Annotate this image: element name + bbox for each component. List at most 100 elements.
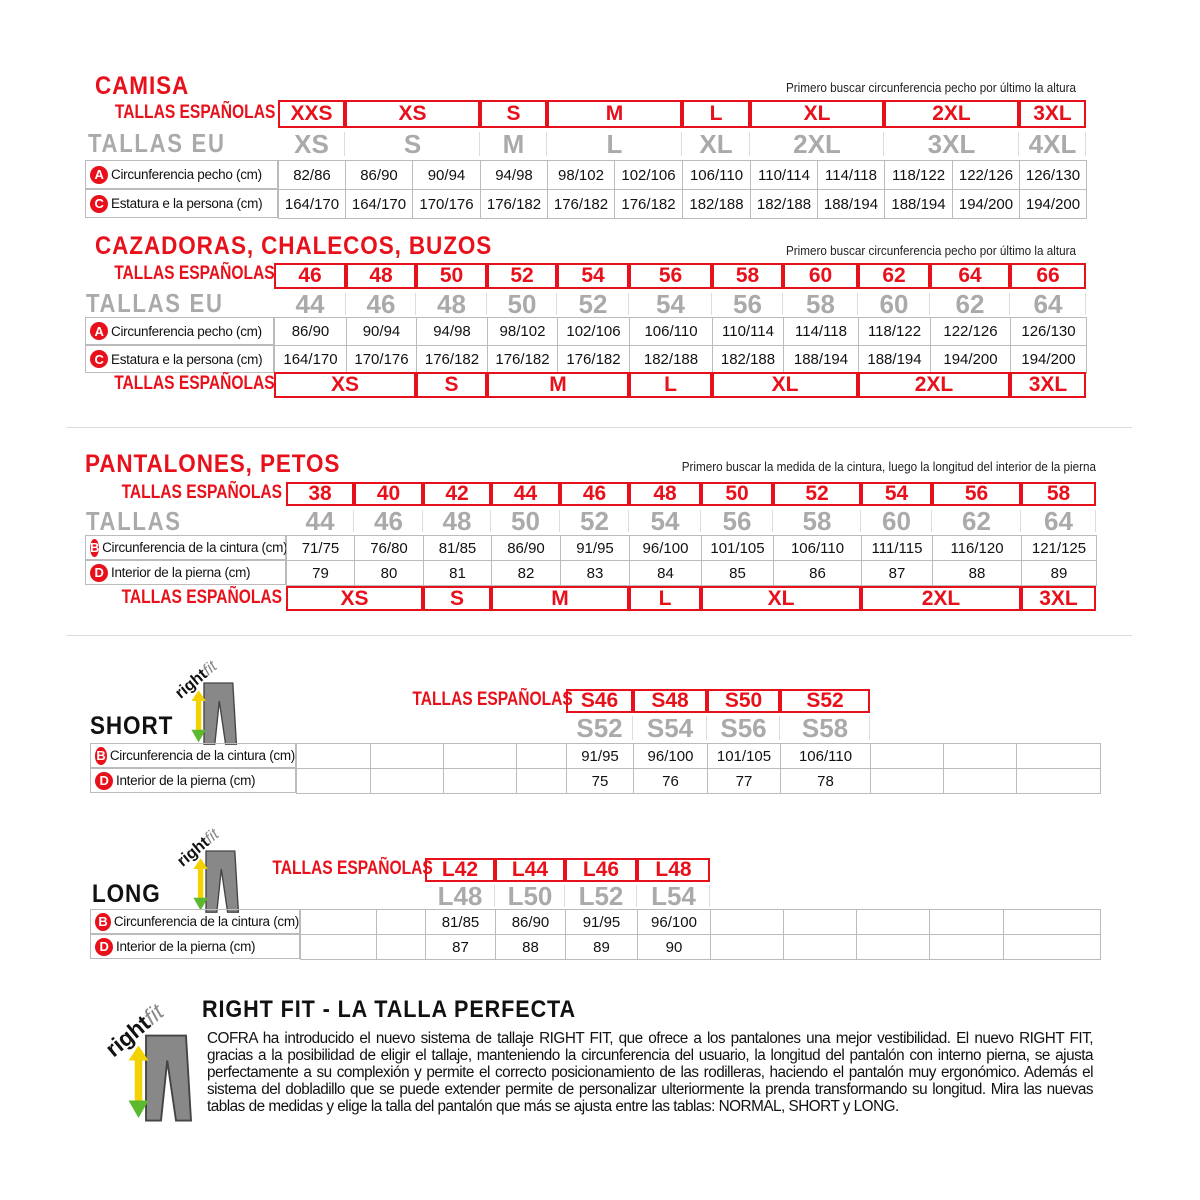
eu-size-header: S <box>345 129 480 159</box>
letter-size-header: XL <box>701 586 861 611</box>
rightfit-trousers-icon: rightfit <box>101 998 192 1122</box>
table-cell: 80 <box>354 560 424 586</box>
eu-size-header: 54 <box>629 289 712 319</box>
es-size-header: 3XL <box>1019 100 1086 128</box>
table-cell <box>300 934 377 960</box>
es-size-header: 58 <box>712 263 783 289</box>
measure-c-icon: C <box>90 194 108 213</box>
eu-size-header: 3XL <box>884 129 1019 159</box>
table-cell: 86/90 <box>274 317 347 346</box>
es-size-header: 44 <box>491 482 560 506</box>
eu-size-header: 54 <box>629 506 701 536</box>
table-cell: 116/120 <box>932 535 1022 561</box>
table-cell: 194/200 <box>930 345 1011 374</box>
table-cell: 188/194 <box>858 345 931 374</box>
es-sizes-label: TALLAS ESPAÑOLAS <box>114 263 275 284</box>
table-cell: 90 <box>637 934 711 960</box>
measure-c-icon: C <box>90 350 108 368</box>
eu-size-header: 52 <box>560 506 629 536</box>
table-cell: 176/182 <box>557 345 630 374</box>
table-cell: 194/200 <box>1010 345 1087 374</box>
row-label: B Circunferencia de la cintura (cm) <box>90 743 296 768</box>
table-cell: 106/110 <box>629 317 713 346</box>
measure-a-icon: A <box>90 165 108 184</box>
letter-size-header: 2XL <box>861 586 1021 611</box>
row-label: D Interior de la pierna (cm) <box>90 768 296 793</box>
es-size-header: 54 <box>861 482 932 506</box>
table-cell: 170/176 <box>412 189 481 219</box>
table-cell <box>296 743 371 769</box>
table-cell: 182/188 <box>682 189 751 219</box>
table-cell <box>710 909 784 935</box>
table-cell: 91/95 <box>566 743 634 769</box>
row-label-text: Circunferencia pecho (cm) <box>111 323 262 339</box>
table-cell: 110/114 <box>750 160 818 190</box>
row-label-text: Circunferencia de la cintura (cm) <box>113 914 299 929</box>
measure-b-icon: B <box>95 912 111 931</box>
table-cell <box>856 934 930 960</box>
table-cell: 122/126 <box>952 160 1020 190</box>
table-cell: 164/170 <box>274 345 347 374</box>
es-size-header: L46 <box>565 858 637 882</box>
table-cell <box>300 909 377 935</box>
row-label: D Interior de la pierna (cm) <box>85 560 286 585</box>
eu-size-header: XL <box>682 129 750 159</box>
row-label: B Circunferencia de la cintura (cm) <box>85 535 288 560</box>
letter-size-header: M <box>487 372 629 398</box>
letter-size-header: L <box>629 372 712 398</box>
es-size-header: 52 <box>487 263 557 289</box>
table-cell: 118/122 <box>858 317 931 346</box>
table-cell: 82 <box>491 560 561 586</box>
divider <box>66 635 1132 636</box>
es-size-header: S52 <box>780 689 870 713</box>
rightfit-title: RIGHT FIT - LA TALLA PERFECTA <box>202 996 577 1023</box>
table-cell: 91/95 <box>560 535 630 561</box>
table-cell <box>710 934 784 960</box>
table-cell: 79 <box>286 560 355 586</box>
eu-size-header: 48 <box>423 506 491 536</box>
eu-size-header: 44 <box>286 506 354 536</box>
row-label-text: Circunferencia de la cintura (cm) <box>109 748 295 763</box>
measure-a-icon: A <box>90 322 108 340</box>
table-cell: 86 <box>773 560 862 586</box>
table-cell: 114/118 <box>817 160 885 190</box>
eu-size-header: 52 <box>557 289 629 319</box>
es-size-header: 54 <box>557 263 629 289</box>
table-cell: 82/86 <box>278 160 346 190</box>
rightfit-logo: rightfit <box>96 998 206 1123</box>
es-size-header: XS <box>345 100 480 128</box>
section-title: CAMISA <box>95 72 190 100</box>
table-cell: 87 <box>861 560 933 586</box>
table-cell: 75 <box>566 768 634 794</box>
row-label: B Circunferencia de la cintura (cm) <box>90 909 300 934</box>
table-cell: 111/115 <box>861 535 933 561</box>
table-cell: 71/75 <box>286 535 355 561</box>
es-size-header: 58 <box>1021 482 1096 506</box>
measure-b-icon: B <box>95 746 107 765</box>
table-cell: 182/188 <box>750 189 818 219</box>
table-cell: 126/130 <box>1019 160 1087 190</box>
section-title: SHORT <box>90 712 174 740</box>
es-size-header: 46 <box>274 263 346 289</box>
letter-sizes-label: TALLAS ESPAÑOLAS <box>114 373 275 394</box>
section-note: Primero buscar circunferencia pecho por … <box>785 80 1076 95</box>
letter-size-header: XS <box>286 586 423 611</box>
table-cell: 85 <box>701 560 774 586</box>
table-cell: 77 <box>707 768 781 794</box>
table-cell: 81/85 <box>425 909 496 935</box>
table-cell: 194/200 <box>952 189 1020 219</box>
table-cell: 110/114 <box>712 317 784 346</box>
rightfit-logo: rightfit <box>170 824 260 913</box>
eu-sizes-label: TALLAS EU <box>86 288 224 318</box>
table-cell: 96/100 <box>637 909 711 935</box>
eu-size-header: 48 <box>416 289 487 319</box>
letter-size-header: S <box>416 372 487 398</box>
section-title: PANTALONES, PETOS <box>85 450 341 478</box>
letter-size-header: XS <box>274 372 416 398</box>
eu-size-header: 60 <box>858 289 930 319</box>
table-cell: 176/182 <box>480 189 548 219</box>
letter-size-header: L <box>629 586 701 611</box>
measure-d-icon: D <box>95 937 113 956</box>
table-cell <box>870 743 944 769</box>
es-size-header: L44 <box>495 858 565 882</box>
